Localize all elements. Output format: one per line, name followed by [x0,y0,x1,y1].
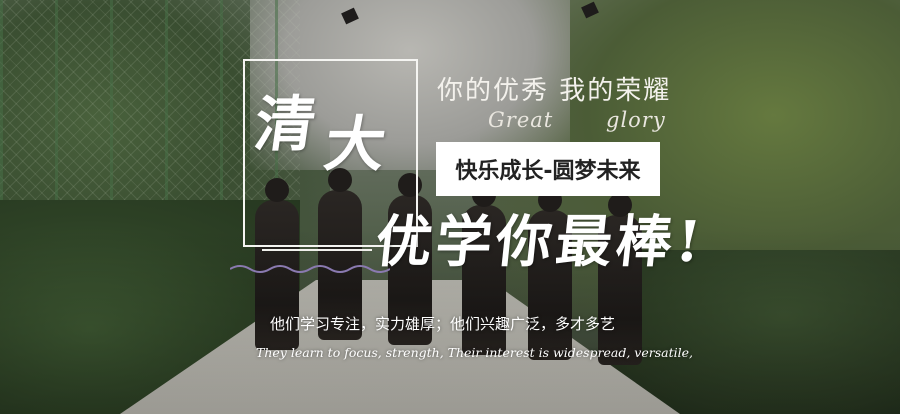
graduate-figure [598,193,642,365]
english-word-glory: glory [606,108,666,132]
graduate-figure [388,173,432,345]
graduate-figure [462,183,506,355]
title-frame [243,59,418,247]
graduate-figure [255,178,299,350]
sky [250,0,570,170]
hedge-right [610,250,900,414]
decorative-wave-icon [230,265,390,273]
graduate-figure [528,188,572,360]
english-word-great: Great [488,108,554,132]
subtitle-english: They learn to focus, strength, Their int… [256,345,693,360]
title-char-1: 清 [250,90,320,160]
divider-line [262,249,372,251]
title-char-2: 大 [320,110,390,180]
graduate-figure [318,168,362,340]
slogan: 优学你最棒! [372,209,709,275]
subtitle-chinese: 他们学习专注，实力雄厚；他们兴趣广泛，多才多艺 [270,315,616,333]
tag-text: 快乐成长-圆梦未来 [455,159,641,184]
tagline: 你的优秀 我的荣耀 [437,76,672,106]
tag-box: 快乐成长-圆梦未来 [436,142,660,196]
